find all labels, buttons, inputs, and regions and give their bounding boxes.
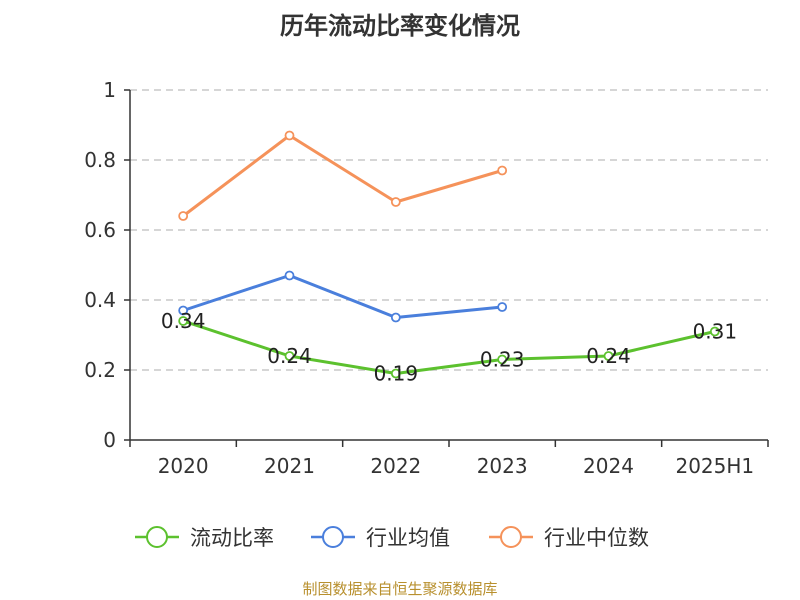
legend-item[interactable]: 行业均值 [311,526,450,550]
data-point [284,270,295,281]
data-label: 0.19 [374,362,419,386]
x-tick-label: 2020 [158,454,209,478]
legend-marker [500,526,522,548]
data-source-note: 制图数据来自恒生聚源数据库 [302,580,498,598]
grid-lines [130,89,768,371]
data-point [390,197,401,207]
y-tick-label: 0.4 [84,288,116,312]
data-label: 0.31 [693,320,738,344]
series-lines [178,130,720,379]
data-point [603,351,614,361]
legend-label: 流动比率 [190,526,274,550]
x-tick-label: 2022 [370,454,421,478]
data-point [497,165,508,176]
data-point [284,130,295,141]
y-tick-label: 0.6 [84,218,116,242]
legend-marker [146,526,168,548]
chart-title: 历年流动比率变化情况 [280,12,520,40]
y-tick-label: 0.2 [84,358,116,382]
data-label: 0.34 [161,309,206,333]
legend[interactable]: 流动比率 行业均值 行业中位数 [135,526,649,550]
data-point [178,211,189,221]
data-point [178,316,189,326]
x-tick-label: 2021 [264,454,315,478]
y-tick-label: 0.8 [84,148,116,172]
legend-item[interactable]: 流动比率 [135,526,274,550]
x-tick-label: 2025H1 [675,454,754,478]
data-point [390,368,401,379]
data-label: 0.23 [480,348,525,372]
series-line [182,274,503,319]
data-point [390,312,401,323]
data-point [497,354,508,365]
legend-item[interactable]: 行业中位数 [489,526,649,550]
data-point [497,302,508,312]
series-line [182,134,503,218]
data-labels: 0.34 0.24 0.19 0.23 0.24 0.31 [161,309,737,386]
x-tick-label: 2024 [583,454,634,478]
y-tick-label: 1 [103,78,116,102]
data-point [284,351,295,361]
x-tick-label: 2023 [477,454,528,478]
data-label: 0.24 [267,344,312,368]
data-point [178,305,189,316]
legend-marker [322,526,344,548]
axes: 0 0.2 0.4 0.6 0.8 1 2020 2021 2022 2023 2024 2025H1 [84,78,769,478]
legend-label: 行业均值 [366,526,450,550]
legend-label: 行业中位数 [544,526,649,550]
y-tick-label: 0 [103,428,116,452]
series-line [182,319,716,375]
data-point [709,326,720,337]
data-label: 0.24 [586,344,631,368]
